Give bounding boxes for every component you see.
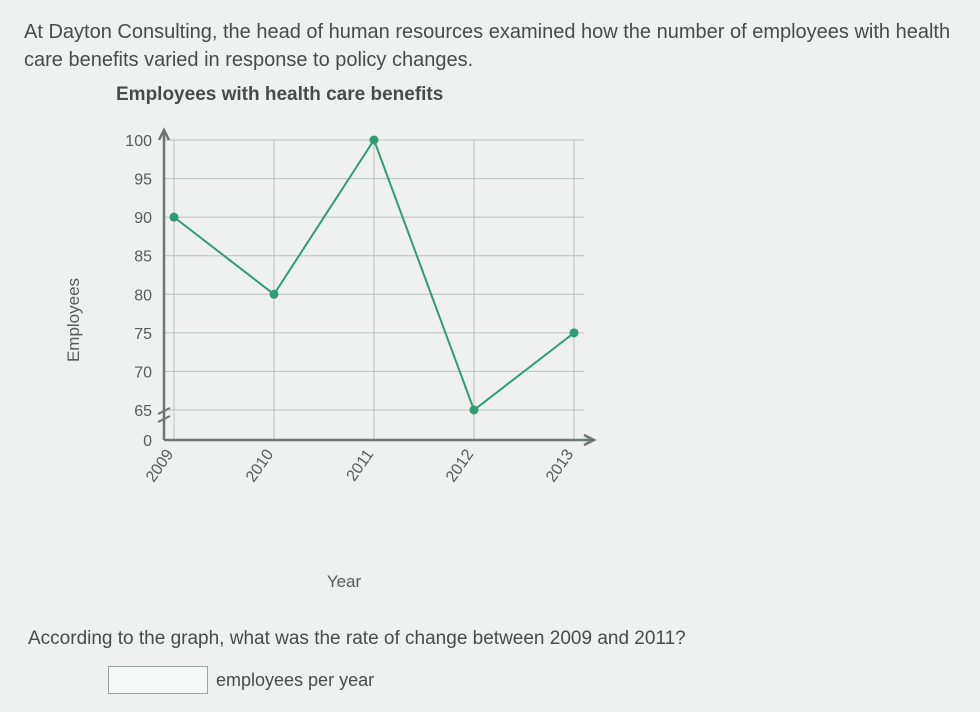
line-chart: Employees 065707580859095100200920102011… [84, 120, 604, 520]
y-axis-label: Employees [64, 278, 84, 362]
svg-text:90: 90 [134, 210, 152, 227]
svg-text:95: 95 [134, 172, 152, 189]
svg-text:75: 75 [134, 326, 152, 343]
svg-text:100: 100 [125, 133, 152, 150]
svg-text:70: 70 [134, 364, 152, 381]
chart-svg: 0 65 70 75 80 85 90 95 100 2009 2010 2011 2012 2013 [84, 120, 604, 520]
svg-text:2010: 2010 [243, 446, 277, 485]
svg-text:2013: 2013 [543, 446, 577, 485]
question-text: According to the graph, what was the rat… [28, 628, 956, 650]
answer-row: employees per year [108, 666, 956, 694]
x-axis-label: Year [327, 572, 361, 592]
intro-text: At Dayton Consulting, the head of human … [24, 18, 956, 74]
svg-text:0: 0 [143, 433, 152, 450]
svg-text:2012: 2012 [443, 446, 477, 485]
chart-title: Employees with health care benefits [116, 84, 956, 106]
svg-text:2011: 2011 [344, 446, 378, 484]
answer-input[interactable] [108, 666, 208, 694]
svg-text:80: 80 [134, 287, 152, 304]
answer-unit: employees per year [216, 670, 374, 691]
svg-text:85: 85 [134, 249, 152, 266]
svg-text:65: 65 [134, 403, 152, 420]
svg-text:2009: 2009 [143, 446, 177, 485]
